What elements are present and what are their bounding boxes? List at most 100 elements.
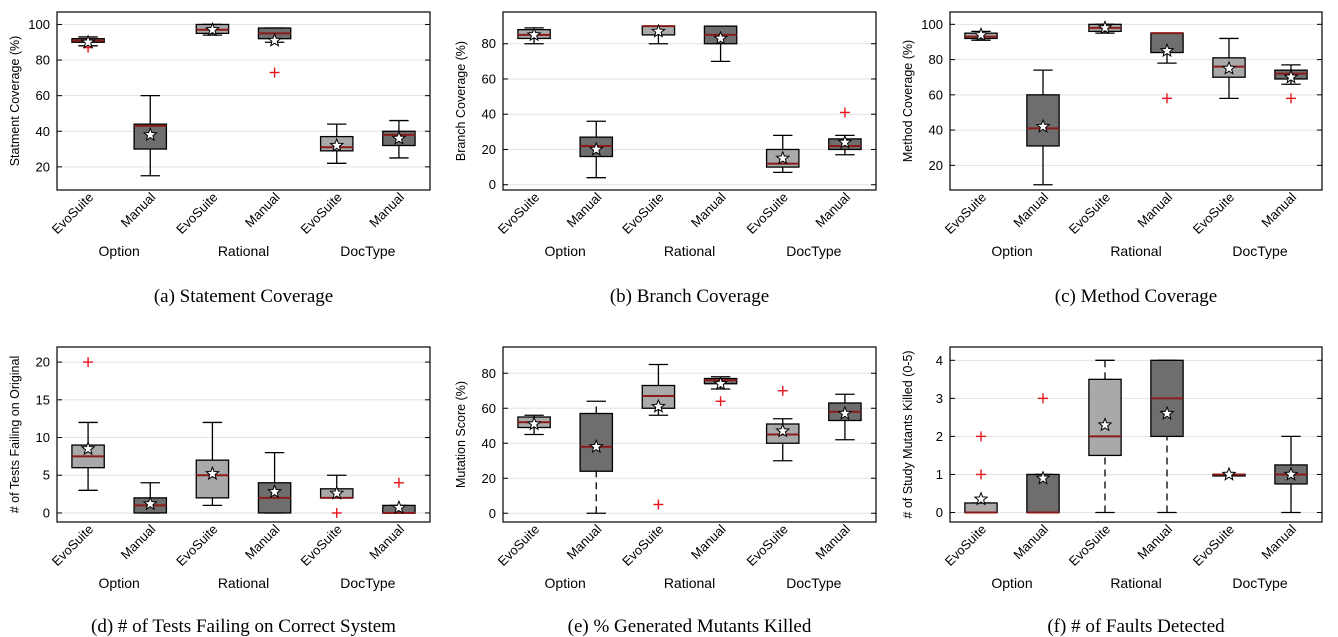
- category-label: EvoSuite: [173, 190, 220, 237]
- axes-frame: [949, 346, 1323, 523]
- category-label: Manual: [564, 521, 605, 562]
- mean-star: [1283, 69, 1299, 84]
- y-tick-label: 20: [482, 142, 496, 157]
- y-tick-label: 15: [36, 392, 50, 407]
- chart-panel-0: 20 40 60 80 100 Statment Coverage (%) EvoSuite…: [8, 11, 431, 307]
- box-option-evosuite: [517, 27, 551, 45]
- group-label: DocType: [1232, 575, 1287, 591]
- group-label: DocType: [786, 243, 841, 259]
- chart-panel-5: 0 1 2 3 4 # of Study Mutants Killed (0-5) EvoS…: [901, 346, 1323, 637]
- box-doctype-manual: [828, 107, 862, 156]
- chart-panel-1: 0 20 40 60 80 Branch Coverage (%) EvoSuite Manu…: [454, 11, 877, 307]
- mean-star: [1159, 405, 1175, 420]
- y-axis-label: # of Study Mutants Killed (0-5): [901, 350, 915, 518]
- y-tick-label: 80: [36, 53, 50, 68]
- box-rational-manual: [1150, 359, 1184, 514]
- group-label: Option: [99, 243, 140, 259]
- axes-frame: [949, 11, 1323, 191]
- group-label: Option: [545, 575, 586, 591]
- box-option-evosuite: [517, 414, 551, 436]
- y-tick-label: 100: [921, 17, 943, 32]
- outlier-marker: [976, 431, 986, 442]
- category-label: Manual: [1258, 521, 1299, 562]
- chart-panel-3: 0 5 10 15 20 # of Tests Failing on Original Ev…: [8, 346, 431, 637]
- mean-star: [204, 21, 220, 37]
- y-tick-label: 0: [489, 177, 496, 192]
- box-option-evosuite: [964, 27, 998, 42]
- category-label: EvoSuite: [619, 522, 666, 569]
- category-label: EvoSuite: [495, 522, 542, 569]
- y-axis-label: Statment Coverage (%): [8, 36, 22, 167]
- mean-star: [650, 398, 666, 413]
- box-option-manual: [579, 120, 614, 179]
- box-option-manual: [579, 400, 614, 514]
- mean-star: [142, 126, 158, 142]
- y-tick-label: 40: [482, 436, 496, 451]
- box-rational-manual: [257, 27, 292, 78]
- y-tick-label: 10: [36, 430, 50, 445]
- group-label: Option: [545, 243, 586, 259]
- category-label: EvoSuite: [942, 522, 989, 569]
- y-tick-label: 4: [936, 353, 943, 368]
- category-label: EvoSuite: [743, 522, 790, 569]
- y-tick-label: 60: [482, 71, 496, 86]
- subfigure-caption: (f) # of Faults Detected: [1047, 616, 1225, 637]
- box-doctype-manual: [1274, 64, 1308, 104]
- y-axis-label: Method Coverage (%): [901, 40, 915, 162]
- category-label: Manual: [242, 521, 283, 562]
- outlier-marker: [1286, 93, 1296, 104]
- y-tick-label: 40: [929, 123, 943, 138]
- mean-star: [837, 134, 853, 149]
- mean-star: [329, 485, 345, 500]
- y-tick-label: 60: [482, 401, 496, 416]
- y-tick-label: 20: [929, 158, 943, 173]
- box-option-evosuite: [964, 431, 998, 514]
- outlier-marker: [331, 507, 342, 518]
- y-tick-label: 80: [482, 36, 496, 51]
- category-label: Manual: [1134, 521, 1175, 562]
- mean-star: [713, 375, 729, 391]
- mean-star: [973, 27, 989, 42]
- group-label: DocType: [340, 575, 395, 591]
- box-rational-manual: [257, 451, 292, 514]
- mean-star: [526, 27, 542, 42]
- box-rational-evosuite: [195, 21, 230, 37]
- category-label: EvoSuite: [49, 522, 96, 569]
- mean-star: [1097, 417, 1113, 432]
- y-tick-label: 20: [36, 355, 50, 370]
- mean-star: [142, 496, 158, 511]
- box-iqr: [579, 412, 614, 472]
- category-label: EvoSuite: [619, 190, 666, 237]
- box-doctype-manual: [382, 477, 416, 515]
- y-tick-label: 100: [28, 17, 50, 32]
- mean-star: [650, 23, 666, 38]
- outlier-marker: [269, 67, 280, 78]
- mean-star: [588, 141, 604, 156]
- outlier-marker: [715, 396, 726, 407]
- box-option-manual: [133, 95, 168, 177]
- category-label: EvoSuite: [297, 190, 344, 237]
- group-label: Rational: [218, 575, 269, 591]
- outlier-marker: [83, 357, 94, 368]
- mean-star: [588, 438, 604, 454]
- category-label: Manual: [812, 189, 853, 230]
- axes-frame: [56, 346, 431, 523]
- box-doctype-evosuite: [319, 123, 354, 164]
- group-label: Rational: [664, 243, 715, 259]
- mean-star: [837, 405, 853, 420]
- y-tick-label: 40: [482, 107, 496, 122]
- group-label: Rational: [218, 243, 269, 259]
- mean-star: [1097, 19, 1113, 35]
- category-label: Manual: [1010, 521, 1051, 562]
- y-tick-label: 0: [936, 505, 943, 520]
- category-label: Manual: [1258, 189, 1299, 230]
- outlier-marker: [976, 469, 986, 480]
- box-doctype-manual: [828, 393, 862, 441]
- mean-star: [713, 30, 729, 45]
- subfigure-caption: (c) Method Coverage: [1055, 286, 1218, 307]
- box-option-manual: [133, 482, 168, 514]
- category-label: EvoSuite: [1066, 190, 1113, 237]
- y-tick-label: 20: [482, 471, 496, 486]
- mean-star: [1221, 466, 1237, 481]
